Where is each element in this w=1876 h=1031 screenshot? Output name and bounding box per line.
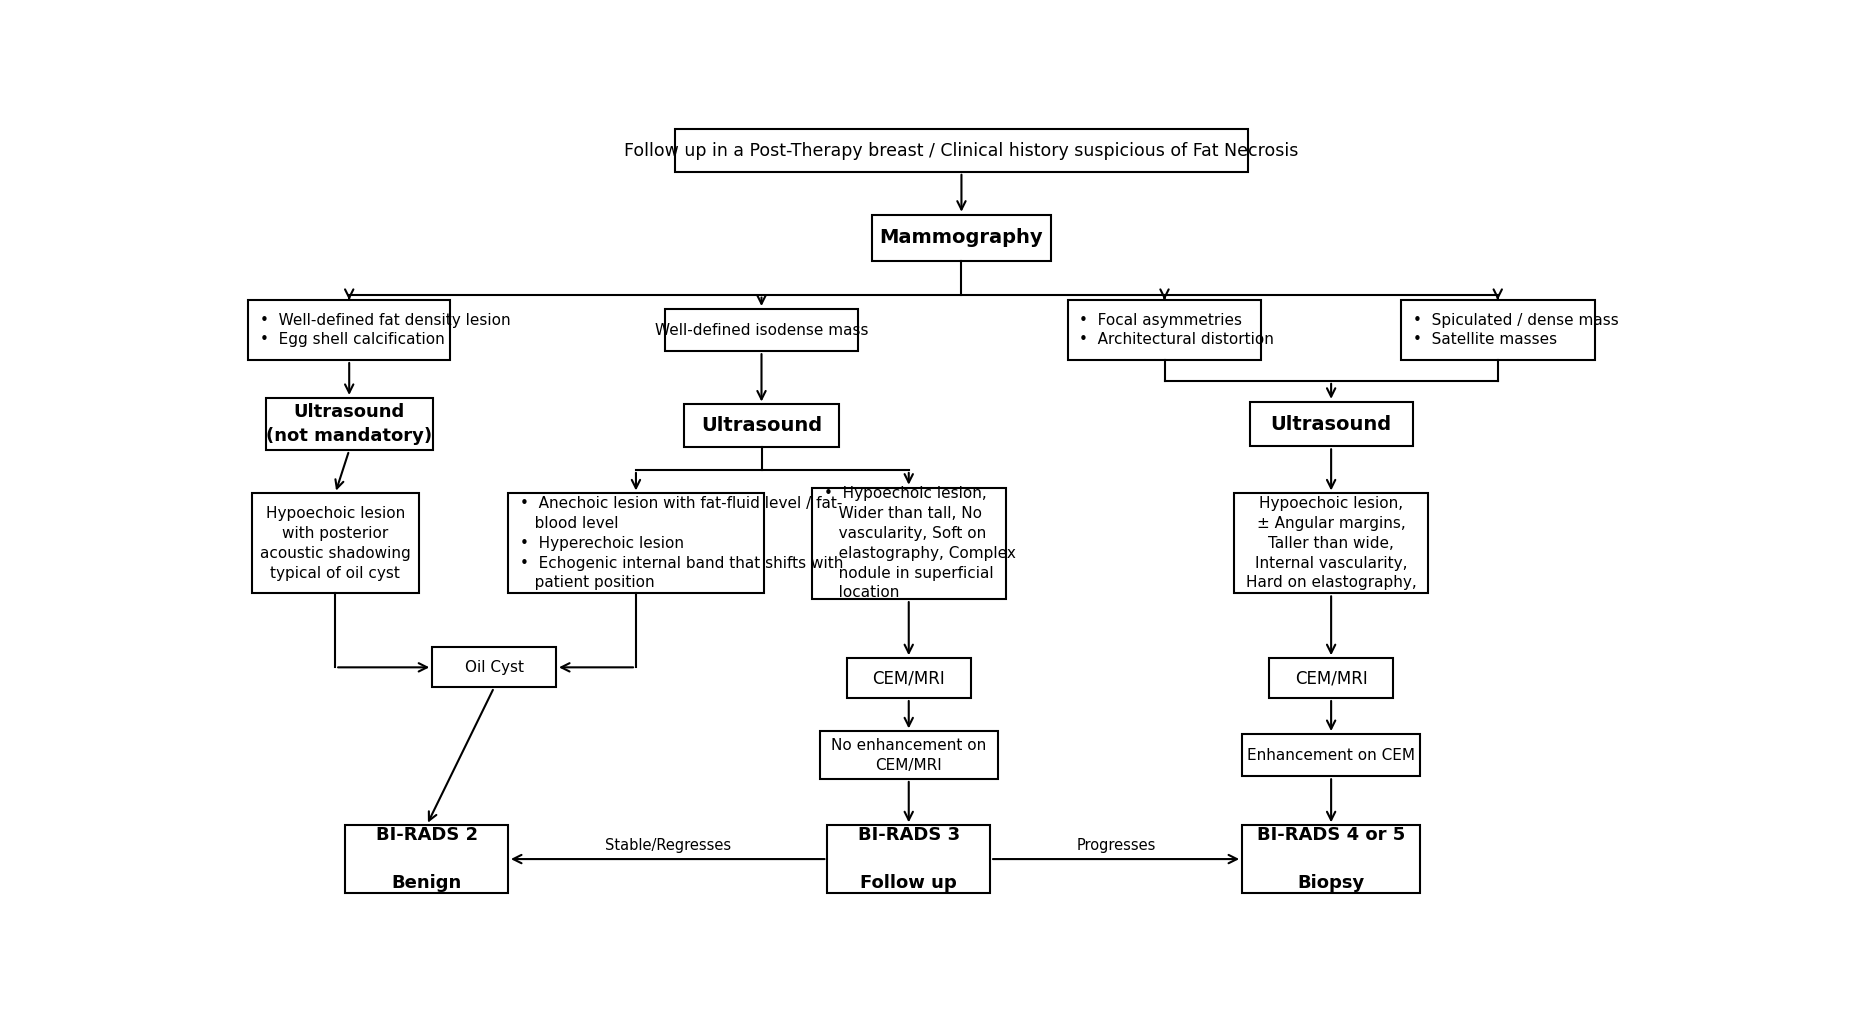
FancyBboxPatch shape <box>266 398 433 451</box>
FancyBboxPatch shape <box>1242 825 1420 893</box>
Text: BI-RADS 2

Benign: BI-RADS 2 Benign <box>375 827 478 892</box>
Text: •  Spiculated / dense mass
•  Satellite masses: • Spiculated / dense mass • Satellite ma… <box>1413 312 1619 347</box>
FancyBboxPatch shape <box>1242 734 1420 776</box>
FancyBboxPatch shape <box>1401 300 1595 360</box>
FancyBboxPatch shape <box>685 404 839 446</box>
FancyBboxPatch shape <box>820 731 998 779</box>
Text: No enhancement on
CEM/MRI: No enhancement on CEM/MRI <box>831 738 987 772</box>
Text: Well-defined isodense mass: Well-defined isodense mass <box>655 323 869 337</box>
FancyBboxPatch shape <box>675 130 1248 172</box>
Text: Hypoechoic lesion
with posterior
acoustic shadowing
typical of oil cyst: Hypoechoic lesion with posterior acousti… <box>261 506 411 580</box>
FancyBboxPatch shape <box>827 825 991 893</box>
Text: Follow up in a Post-Therapy breast / Clinical history suspicious of Fat Necrosis: Follow up in a Post-Therapy breast / Cli… <box>625 141 1298 160</box>
FancyBboxPatch shape <box>345 825 508 893</box>
Text: CEM/MRI: CEM/MRI <box>872 669 946 687</box>
Text: •  Focal asymmetries
•  Architectural distortion: • Focal asymmetries • Architectural dist… <box>1079 312 1274 347</box>
Text: Ultrasound
(not mandatory): Ultrasound (not mandatory) <box>266 403 431 444</box>
Text: Hypoechoic lesion,
± Angular margins,
Taller than wide,
Internal vascularity,
Ha: Hypoechoic lesion, ± Angular margins, Ta… <box>1246 496 1416 591</box>
FancyBboxPatch shape <box>812 488 1006 599</box>
FancyBboxPatch shape <box>431 647 555 688</box>
Text: Ultrasound: Ultrasound <box>1270 414 1392 433</box>
Text: Mammography: Mammography <box>880 228 1043 247</box>
Text: Stable/Regresses: Stable/Regresses <box>604 838 732 853</box>
Text: Enhancement on CEM: Enhancement on CEM <box>1248 747 1415 763</box>
FancyBboxPatch shape <box>248 300 450 360</box>
Text: Oil Cyst: Oil Cyst <box>465 660 523 675</box>
Text: Ultrasound: Ultrasound <box>702 417 822 435</box>
Text: •  Anechoic lesion with fat-fluid level / fat-
   blood level
•  Hyperechoic les: • Anechoic lesion with fat-fluid level /… <box>520 496 842 591</box>
Text: Progresses: Progresses <box>1077 838 1156 853</box>
Text: BI-RADS 4 or 5

Biopsy: BI-RADS 4 or 5 Biopsy <box>1257 827 1405 892</box>
FancyBboxPatch shape <box>872 214 1051 261</box>
Text: •  Well-defined fat density lesion
•  Egg shell calcification: • Well-defined fat density lesion • Egg … <box>261 312 510 347</box>
FancyBboxPatch shape <box>1270 658 1394 698</box>
FancyBboxPatch shape <box>846 658 970 698</box>
FancyBboxPatch shape <box>508 493 764 594</box>
FancyBboxPatch shape <box>251 493 418 594</box>
FancyBboxPatch shape <box>664 309 859 352</box>
Text: •  Hypoechoic lesion,
   Wider than tall, No
   vascularity, Soft on
   elastogr: • Hypoechoic lesion, Wider than tall, No… <box>824 487 1015 600</box>
Text: BI-RADS 3

Follow up: BI-RADS 3 Follow up <box>857 827 961 892</box>
Text: CEM/MRI: CEM/MRI <box>1294 669 1368 687</box>
FancyBboxPatch shape <box>1249 402 1413 446</box>
FancyBboxPatch shape <box>1067 300 1261 360</box>
FancyBboxPatch shape <box>1234 493 1428 594</box>
